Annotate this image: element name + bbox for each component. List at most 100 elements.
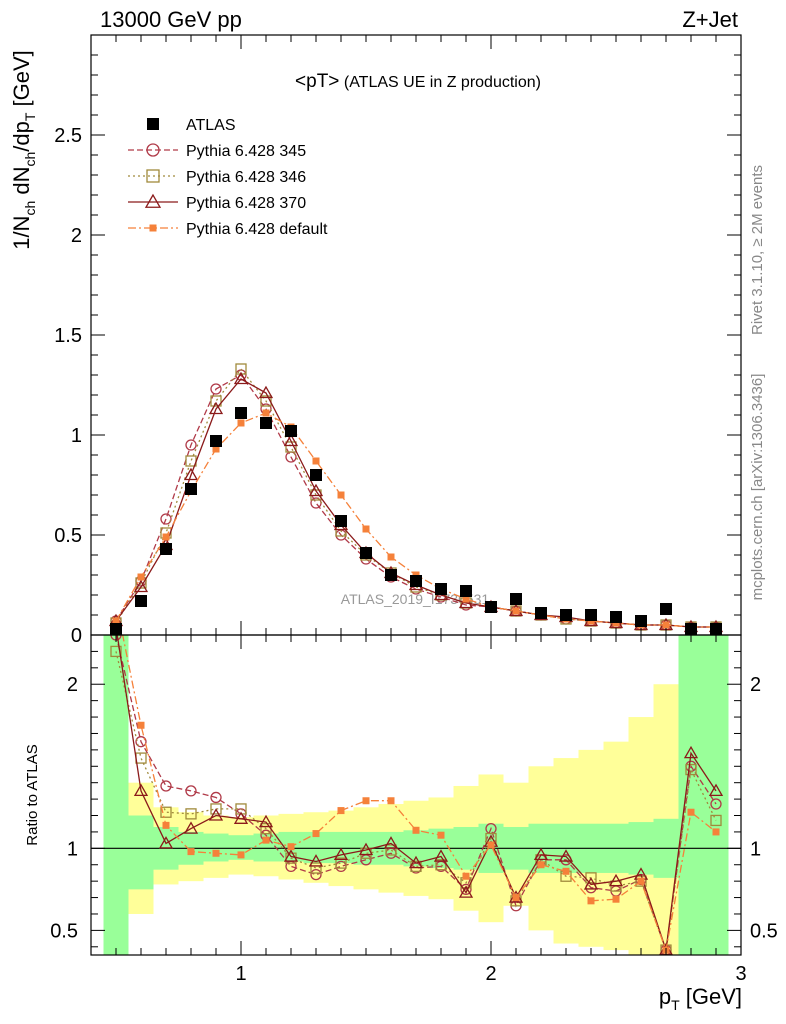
band-inner-bin [128,815,154,890]
legend-label-p346: Pythia 6.428 346 [186,169,306,186]
ratio-p346-point [310,862,322,874]
process-label: Z+Jet [682,7,738,32]
ratio-p346-point [710,814,722,827]
mcplots-label: mcplots.cern.ch [arXiv:1306.3436] [749,374,766,601]
chart-title: <pT> (ATLAS UE in Z production) [295,71,541,92]
ratio-y-tick-label: 0.5 [50,920,78,942]
upper-y-tick-label: 1 [71,425,82,447]
ratio-pdefault-point [387,797,395,805]
ratio-y-axis-label: Ratio to ATLAS [24,744,41,845]
legend-marker-pdefault [149,224,157,232]
x-axis-label: pT [GeV] [659,984,742,1013]
legend-label-data: ATLAS [186,117,236,134]
ratio-p370-point [208,808,224,821]
main-p345-point [185,439,197,451]
ratio-pdefault-point [437,831,445,839]
rivet-label: Rivet 3.1.10, ≥ 2M events [749,165,766,335]
main-data-point [360,547,372,559]
main-data-point [510,593,522,605]
ratio-y-tick-label-right: 0.5 [750,920,778,942]
main-data-point [310,469,322,481]
legend-marker-p345 [146,143,160,157]
main-p370-point [258,385,274,399]
ratio-pdefault-point [237,851,245,859]
ratio-y-tick-label: 1 [67,838,78,860]
main-pdefault-point [137,573,145,581]
analysis-watermark: ATLAS_2019_I1736531 [341,591,490,607]
ratio-p370-point [583,877,599,890]
energy-label: 13000 GeV pp [100,7,242,32]
ratio-pdefault-point [212,849,220,857]
ratio-p370-point [183,821,199,834]
xlabel-unit: [GeV] [680,984,742,1009]
ratio-p345-point [160,780,172,792]
main-p345-point [160,513,172,525]
ratio-p345-point [185,785,197,797]
upper-y-tick-label: 2.5 [54,125,82,147]
ratio-pdefault-point [487,841,495,849]
ratio-pdefault-point [312,830,320,838]
main-data-point [585,609,597,621]
ratio-pdefault-point [362,797,370,805]
main-p370-point [308,483,324,497]
main-pdefault-point [312,457,320,465]
ratio-p370-point [283,849,299,862]
main-pdefault-point [337,491,345,499]
watermark-group: ATLAS_2019_I1736531 [341,591,490,607]
main-pdefault-point [212,445,220,453]
ratio-p346-point [385,844,397,856]
main-data-point [135,595,147,607]
ylabel-d: [GeV] [9,50,34,112]
ratio-pdefault-point [337,807,345,815]
main-pdefault-point [387,553,395,561]
main-pdefault-point [112,617,120,625]
band-inner-bin [203,833,229,862]
main-p370-point [283,433,299,447]
title-main: <pT> [295,71,339,92]
legend-label-p345: Pythia 6.428 345 [186,143,306,160]
ratio-pdefault-point [262,836,270,844]
ratio-p370-point [383,836,399,849]
axes-group: 1 2 3 0 0.5 1 1.5 2 2.5 0.5 0.5 1 1 2 2 [50,34,778,985]
ratio-p370-point [333,847,349,861]
main-data-point [635,615,647,627]
ylabel-b-sub: ch [22,152,38,167]
ratio-p345-point [310,868,322,881]
ratio-p346-point [685,763,697,776]
x-tick-label: 2 [485,963,496,985]
main-pdefault-point [512,607,520,615]
ylabel-c-sub: T [22,112,38,121]
ratio-p370-point [358,842,374,856]
ratio-p346-point [110,645,122,658]
ratio-p370-point [308,854,324,867]
ratio-p346-point [185,808,197,820]
ratio-pdefault-point [187,848,195,856]
ratio-pdefault-point [287,843,295,851]
main-data-point [560,609,572,621]
ratio-pdefault-point [687,808,695,816]
ratio-p370-point [258,814,274,828]
x-tick-label: 1 [235,963,246,985]
main-data-point [535,607,547,619]
main-data-point [335,515,347,527]
upper-y-tick-label: 2 [71,225,82,247]
ylabel-a: 1/N [9,216,34,250]
legend-label-p370: Pythia 6.428 370 [186,195,306,212]
main-p370-point [208,401,224,415]
ratio-p370-point [683,745,699,759]
ratio-p345-point [135,736,147,748]
main-data-point [385,569,397,581]
ratio-pdefault-point [512,894,520,902]
ratio-pdefault-point [412,826,420,834]
legend: ATLAS Pythia 6.428 345 Pythia 6.428 346 Pyt… [128,117,328,238]
main-p346-point [210,395,222,407]
upper-y-tick-label: 0 [71,625,82,647]
main-p370-point [183,467,199,481]
ratio-p370-point [558,849,574,862]
legend-marker-p346 [146,169,160,183]
ratio-y-tick-label-right: 2 [750,674,761,696]
main-data-point [410,575,422,587]
main-data-point [185,483,197,495]
main-p370-point [133,579,149,593]
ratio-p346-point [335,857,347,869]
